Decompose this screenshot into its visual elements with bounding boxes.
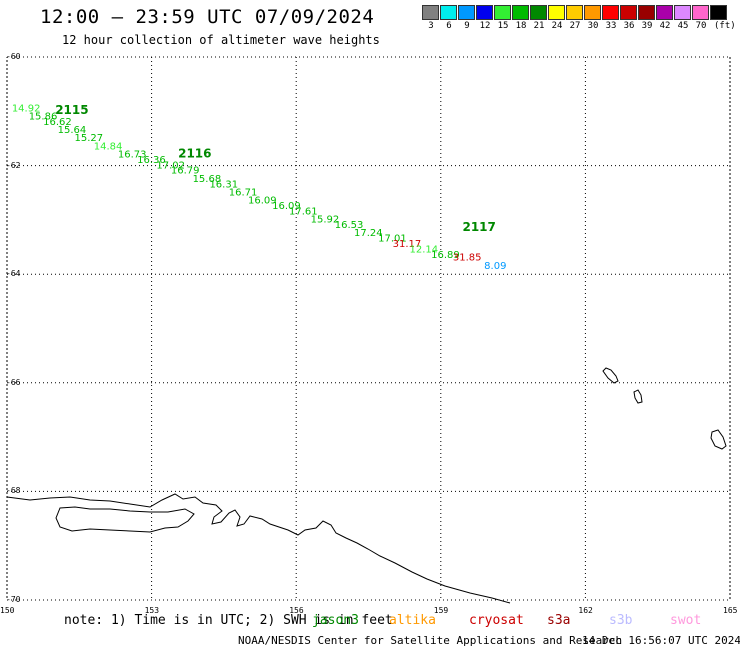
wave-height-value: 16.62 bbox=[43, 117, 72, 128]
scale-label: 18 bbox=[515, 21, 527, 31]
island-1 bbox=[602, 367, 619, 384]
wave-height-value: 16.89 bbox=[431, 250, 460, 261]
scale-label: 9 bbox=[464, 21, 470, 31]
scale-swatch bbox=[476, 5, 493, 20]
scale-unit-label: (ft) bbox=[714, 21, 736, 31]
wave-height-value: 17.01 bbox=[378, 234, 407, 245]
scale-label: 42 bbox=[659, 21, 671, 31]
wave-height-value: 16.09 bbox=[272, 201, 301, 212]
scale-swatch bbox=[710, 5, 727, 20]
pass-number-label: 2116 bbox=[178, 146, 211, 160]
longitude-tick-label: 162 bbox=[578, 606, 593, 615]
latitude-tick-label: -62 bbox=[6, 160, 21, 170]
wave-height-value: 17.24 bbox=[354, 228, 383, 239]
island-3 bbox=[710, 429, 727, 450]
scale-label: 39 bbox=[641, 21, 653, 31]
longitude-tick-label: 156 bbox=[289, 606, 304, 615]
scale-label: 6 bbox=[446, 21, 452, 31]
wave-height-value: 14.92 bbox=[12, 103, 41, 114]
scale-swatch bbox=[548, 5, 565, 20]
coastline bbox=[6, 367, 727, 604]
wave-height-measurements: 14.9215.8616.6215.6415.2714.8416.7316.36… bbox=[12, 103, 507, 271]
satellite-legend-item: altika bbox=[389, 613, 436, 628]
pass-number-label: 2115 bbox=[55, 103, 88, 117]
longitude-tick-label: 150 bbox=[0, 606, 15, 615]
wave-height-value: 15.64 bbox=[58, 125, 87, 136]
latitude-tick-label: -64 bbox=[6, 269, 21, 279]
wave-height-value: 31.17 bbox=[393, 239, 422, 250]
antarctic-coastline bbox=[6, 493, 511, 604]
page-subtitle: 12 hour collection of altimeter wave hei… bbox=[62, 33, 380, 47]
island-2 bbox=[633, 389, 643, 404]
wave-height-value: 16.71 bbox=[229, 187, 258, 198]
scale-label: 15 bbox=[497, 21, 509, 31]
satellite-legend-item: s3b bbox=[609, 613, 633, 628]
satellite-legend-item: swot bbox=[670, 613, 702, 628]
longitude-tick-label: 165 bbox=[723, 606, 738, 615]
longitude-tick-label: 153 bbox=[144, 606, 160, 615]
wave-height-value: 15.92 bbox=[311, 215, 340, 226]
latitude-tick-label: -70 bbox=[6, 595, 21, 604]
scale-swatch bbox=[566, 5, 583, 20]
latitude-tick-label: -68 bbox=[6, 486, 21, 496]
wave-height-value: 15.27 bbox=[74, 133, 103, 144]
satellite-pass-labels: 2115 2116 2117 bbox=[55, 103, 496, 234]
wave-height-color-scale bbox=[422, 5, 728, 20]
scale-swatch bbox=[656, 5, 673, 20]
wave-height-value: 16.09 bbox=[248, 196, 277, 207]
scale-label: 3 bbox=[428, 21, 434, 31]
scale-label: 36 bbox=[623, 21, 635, 31]
wave-height-value: 15.68 bbox=[193, 174, 222, 185]
map-grid bbox=[6, 56, 731, 601]
scale-swatch bbox=[602, 5, 619, 20]
latitude-tick-label: -60 bbox=[6, 52, 21, 61]
scale-swatch bbox=[638, 5, 655, 20]
scale-label: 70 bbox=[695, 21, 707, 31]
satellite-legend-item: s3a bbox=[547, 613, 571, 628]
wave-height-value: 31.85 bbox=[453, 253, 482, 264]
scale-label: 33 bbox=[605, 21, 617, 31]
scale-swatch bbox=[512, 5, 529, 20]
scale-swatch bbox=[440, 5, 457, 20]
wave-height-value: 16.53 bbox=[335, 220, 364, 231]
scale-swatch bbox=[584, 5, 601, 20]
generation-timestamp: 14 Dec 16:56:07 UTC 2024 bbox=[582, 634, 740, 647]
scale-label: 21 bbox=[533, 21, 545, 31]
wave-height-value: 12.14 bbox=[409, 244, 438, 255]
scale-label: 12 bbox=[479, 21, 491, 31]
scale-swatch bbox=[674, 5, 691, 20]
wave-height-value: 8.09 bbox=[484, 261, 506, 272]
scale-label: 45 bbox=[677, 21, 689, 31]
scale-label: 24 bbox=[551, 21, 563, 31]
scale-swatch bbox=[458, 5, 475, 20]
scale-swatch bbox=[620, 5, 637, 20]
map-frame bbox=[6, 56, 731, 601]
wave-height-value: 16.79 bbox=[171, 166, 200, 177]
wave-height-scale-labels: 3 6 9 12 15 18 21 24 27 30 33 36 39 42 45 70 bbox=[422, 21, 728, 31]
wave-height-value: 16.73 bbox=[118, 149, 147, 160]
wave-height-value: 16.31 bbox=[209, 179, 238, 190]
latitude-tick-label: -66 bbox=[6, 377, 21, 387]
wave-height-value: 16.36 bbox=[137, 155, 166, 166]
satellite-legend-item: jason3 bbox=[312, 613, 359, 628]
credit-text: NOAA/NESDIS Center for Satellite Applica… bbox=[238, 634, 623, 647]
pass-number-label: 2117 bbox=[462, 220, 495, 234]
page-title: 12:00 — 23:59 UTC 07/09/2024 bbox=[40, 6, 375, 28]
longitude-tick-label: 159 bbox=[433, 606, 449, 615]
footer-note: note: 1) Time is in UTC; 2) SWH is in fe… bbox=[64, 613, 393, 628]
satellite-legend-item: cryosat bbox=[469, 613, 524, 628]
wave-height-value: 17.02 bbox=[156, 160, 185, 171]
wave-height-value: 14.84 bbox=[94, 141, 123, 152]
scale-label: 27 bbox=[569, 21, 581, 31]
wave-height-value: 17.61 bbox=[289, 206, 318, 217]
coastal-inlet bbox=[55, 506, 195, 533]
scale-swatch bbox=[494, 5, 511, 20]
wave-height-value: 15.86 bbox=[29, 111, 58, 122]
scale-swatch bbox=[530, 5, 547, 20]
scale-swatch bbox=[692, 5, 709, 20]
scale-label: 30 bbox=[587, 21, 599, 31]
scale-swatch bbox=[422, 5, 439, 20]
